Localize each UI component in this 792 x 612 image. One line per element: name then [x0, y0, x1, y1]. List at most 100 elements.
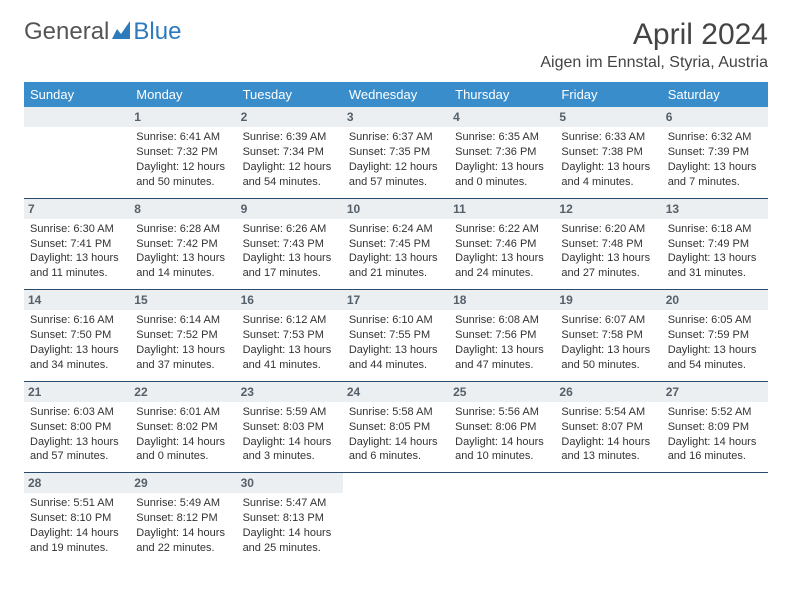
- sunset-text: Sunset: 7:41 PM: [30, 237, 124, 252]
- day-cell: [662, 473, 768, 564]
- day-cell: 18Sunrise: 6:08 AMSunset: 7:56 PMDayligh…: [449, 290, 555, 382]
- daylight-text: Daylight: 13 hours and 24 minutes.: [455, 251, 549, 281]
- daylight-text: Daylight: 12 hours and 57 minutes.: [349, 160, 443, 190]
- day-number: 27: [662, 382, 768, 402]
- week-row: 1Sunrise: 6:41 AMSunset: 7:32 PMDaylight…: [24, 107, 768, 198]
- sunset-text: Sunset: 7:50 PM: [30, 328, 124, 343]
- sunrise-text: Sunrise: 6:08 AM: [455, 313, 549, 328]
- sunset-text: Sunset: 8:09 PM: [668, 420, 762, 435]
- day-number: 11: [449, 199, 555, 219]
- day-number: 5: [555, 107, 661, 127]
- day-cell: 23Sunrise: 5:59 AMSunset: 8:03 PMDayligh…: [237, 381, 343, 473]
- weekday-header: Tuesday: [237, 82, 343, 107]
- day-number: 25: [449, 382, 555, 402]
- day-number: 20: [662, 290, 768, 310]
- day-number: 13: [662, 199, 768, 219]
- sunset-text: Sunset: 7:46 PM: [455, 237, 549, 252]
- daylight-text: Daylight: 14 hours and 13 minutes.: [561, 435, 655, 465]
- sunset-text: Sunset: 8:12 PM: [136, 511, 230, 526]
- sunset-text: Sunset: 7:49 PM: [668, 237, 762, 252]
- sunset-text: Sunset: 7:34 PM: [243, 145, 337, 160]
- week-row: 14Sunrise: 6:16 AMSunset: 7:50 PMDayligh…: [24, 290, 768, 382]
- sunrise-text: Sunrise: 6:26 AM: [243, 222, 337, 237]
- sunrise-text: Sunrise: 5:54 AM: [561, 405, 655, 420]
- daylight-text: Daylight: 13 hours and 31 minutes.: [668, 251, 762, 281]
- sunrise-text: Sunrise: 6:18 AM: [668, 222, 762, 237]
- day-cell: 6Sunrise: 6:32 AMSunset: 7:39 PMDaylight…: [662, 107, 768, 198]
- sunrise-text: Sunrise: 6:12 AM: [243, 313, 337, 328]
- day-number: 29: [130, 473, 236, 493]
- sunrise-text: Sunrise: 6:07 AM: [561, 313, 655, 328]
- day-number: 10: [343, 199, 449, 219]
- daylight-text: Daylight: 12 hours and 54 minutes.: [243, 160, 337, 190]
- day-cell: 13 Sunrise: 6:18 AMSunset: 7:49 PMDayligh…: [662, 198, 768, 290]
- daylight-text: Daylight: 13 hours and 4 minutes.: [561, 160, 655, 190]
- day-number: 12: [555, 199, 661, 219]
- sunrise-text: Sunrise: 6:39 AM: [243, 130, 337, 145]
- day-number: 8: [130, 199, 236, 219]
- sunset-text: Sunset: 7:45 PM: [349, 237, 443, 252]
- sunset-text: Sunset: 7:52 PM: [136, 328, 230, 343]
- daylight-text: Daylight: 13 hours and 47 minutes.: [455, 343, 549, 373]
- day-cell: 15Sunrise: 6:14 AMSunset: 7:52 PMDayligh…: [130, 290, 236, 382]
- daylight-text: Daylight: 13 hours and 21 minutes.: [349, 251, 443, 281]
- sunrise-text: Sunrise: 6:16 AM: [30, 313, 124, 328]
- daylight-text: Daylight: 13 hours and 37 minutes.: [136, 343, 230, 373]
- week-row: 28Sunrise: 5:51 AMSunset: 8:10 PMDayligh…: [24, 473, 768, 564]
- day-number: 4: [449, 107, 555, 127]
- weekday-header: Saturday: [662, 82, 768, 107]
- sunrise-text: Sunrise: 6:35 AM: [455, 130, 549, 145]
- daylight-text: Daylight: 14 hours and 0 minutes.: [136, 435, 230, 465]
- day-number: 9: [237, 199, 343, 219]
- day-cell: 1Sunrise: 6:41 AMSunset: 7:32 PMDaylight…: [130, 107, 236, 198]
- weekday-header: Sunday: [24, 82, 130, 107]
- sunset-text: Sunset: 7:32 PM: [136, 145, 230, 160]
- brand-text-2: Blue: [133, 18, 181, 46]
- day-number: 16: [237, 290, 343, 310]
- daylight-text: Daylight: 13 hours and 54 minutes.: [668, 343, 762, 373]
- sunset-text: Sunset: 7:55 PM: [349, 328, 443, 343]
- day-cell: 17Sunrise: 6:10 AMSunset: 7:55 PMDayligh…: [343, 290, 449, 382]
- calendar-body: 1Sunrise: 6:41 AMSunset: 7:32 PMDaylight…: [24, 107, 768, 564]
- daylight-text: Daylight: 13 hours and 41 minutes.: [243, 343, 337, 373]
- day-number: 6: [662, 107, 768, 127]
- sunrise-text: Sunrise: 5:56 AM: [455, 405, 549, 420]
- sunset-text: Sunset: 8:02 PM: [136, 420, 230, 435]
- day-number: 21: [24, 382, 130, 402]
- day-number: 22: [130, 382, 236, 402]
- sunset-text: Sunset: 7:36 PM: [455, 145, 549, 160]
- sunrise-text: Sunrise: 6:33 AM: [561, 130, 655, 145]
- day-cell: 9Sunrise: 6:26 AMSunset: 7:43 PMDaylight…: [237, 198, 343, 290]
- sunset-text: Sunset: 7:38 PM: [561, 145, 655, 160]
- week-row: 7Sunrise: 6:30 AMSunset: 7:41 PMDaylight…: [24, 198, 768, 290]
- sunset-text: Sunset: 8:05 PM: [349, 420, 443, 435]
- day-number: 7: [24, 199, 130, 219]
- title-block: April 2024 Aigen im Ennstal, Styria, Aus…: [540, 18, 768, 72]
- day-cell: [555, 473, 661, 564]
- day-cell: [449, 473, 555, 564]
- day-number: 24: [343, 382, 449, 402]
- day-number: 19: [555, 290, 661, 310]
- day-number: 3: [343, 107, 449, 127]
- day-cell: 28Sunrise: 5:51 AMSunset: 8:10 PMDayligh…: [24, 473, 130, 564]
- day-cell: 27Sunrise: 5:52 AMSunset: 8:09 PMDayligh…: [662, 381, 768, 473]
- day-cell: 24Sunrise: 5:58 AMSunset: 8:05 PMDayligh…: [343, 381, 449, 473]
- sunrise-text: Sunrise: 6:10 AM: [349, 313, 443, 328]
- daylight-text: Daylight: 13 hours and 34 minutes.: [30, 343, 124, 373]
- day-cell: 11Sunrise: 6:22 AMSunset: 7:46 PMDayligh…: [449, 198, 555, 290]
- weekday-header: Thursday: [449, 82, 555, 107]
- day-cell: [343, 473, 449, 564]
- day-cell: 29Sunrise: 5:49 AMSunset: 8:12 PMDayligh…: [130, 473, 236, 564]
- sunrise-text: Sunrise: 6:32 AM: [668, 130, 762, 145]
- daylight-text: Daylight: 13 hours and 50 minutes.: [561, 343, 655, 373]
- sunrise-text: Sunrise: 6:03 AM: [30, 405, 124, 420]
- day-number-empty: [24, 107, 130, 127]
- daylight-text: Daylight: 13 hours and 27 minutes.: [561, 251, 655, 281]
- sunrise-text: Sunrise: 5:49 AM: [136, 496, 230, 511]
- sunset-text: Sunset: 8:03 PM: [243, 420, 337, 435]
- daylight-text: Daylight: 13 hours and 7 minutes.: [668, 160, 762, 190]
- day-cell: 20Sunrise: 6:05 AMSunset: 7:59 PMDayligh…: [662, 290, 768, 382]
- day-cell: 4Sunrise: 6:35 AMSunset: 7:36 PMDaylight…: [449, 107, 555, 198]
- sunset-text: Sunset: 8:00 PM: [30, 420, 124, 435]
- weekday-header-row: SundayMondayTuesdayWednesdayThursdayFrid…: [24, 82, 768, 107]
